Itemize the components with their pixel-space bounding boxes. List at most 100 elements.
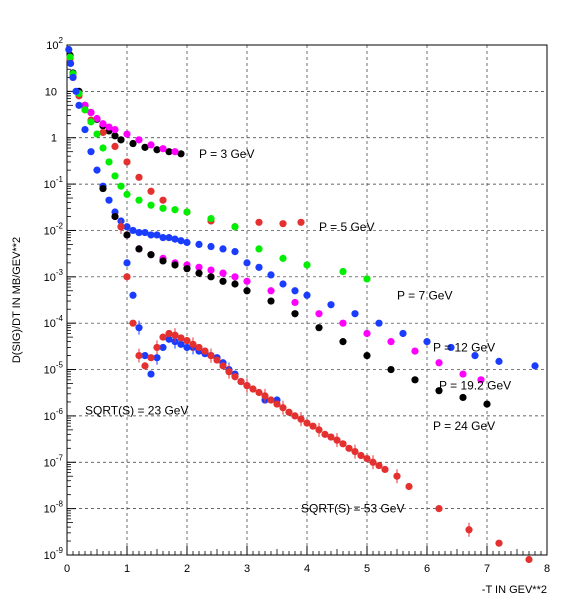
data-point xyxy=(285,408,293,416)
annotation-label: P = 24 GeV xyxy=(433,419,495,433)
data-point xyxy=(405,482,413,491)
data-point xyxy=(111,142,119,151)
data-point xyxy=(315,426,323,434)
annotations: P = 3 GeV P = 5 GeV P = 7 GeV P = 12 GeV P =… xyxy=(85,147,511,516)
x-tick-label: 6 xyxy=(424,563,430,575)
data-point xyxy=(375,319,383,327)
data-point xyxy=(105,123,113,131)
data-point xyxy=(147,201,155,209)
data-point xyxy=(87,148,95,156)
data-point xyxy=(123,158,131,166)
data-point xyxy=(279,254,287,262)
data-point xyxy=(423,338,431,346)
x-tick-label: 1 xyxy=(124,563,130,575)
data-point xyxy=(129,139,137,148)
y-tick-label: 10 xyxy=(45,86,57,98)
data-point xyxy=(67,59,75,68)
x-tick-labels: 0 1 2 3 4 5 6 7 8 xyxy=(64,563,550,575)
data-point xyxy=(231,247,239,256)
data-point xyxy=(375,461,383,470)
data-point xyxy=(273,400,281,408)
data-point xyxy=(303,261,311,269)
data-point xyxy=(357,451,365,460)
data-point xyxy=(141,351,149,360)
series-8 xyxy=(117,219,533,564)
annotation-label: P = 19.2 GeV xyxy=(439,379,511,393)
data-point xyxy=(195,240,203,249)
data-point xyxy=(483,400,491,408)
data-point xyxy=(477,376,485,384)
data-point xyxy=(135,196,143,204)
y-tick-label: 10-4 xyxy=(44,314,64,330)
data-point xyxy=(345,444,353,452)
data-point xyxy=(171,235,179,243)
data-point xyxy=(297,415,305,423)
data-point xyxy=(183,265,191,273)
y-tick-label: 10-2 xyxy=(44,221,64,237)
data-point xyxy=(147,251,155,259)
data-point xyxy=(393,472,401,480)
data-point xyxy=(363,455,371,463)
data-point xyxy=(159,234,167,242)
y-tick-label: 10-5 xyxy=(44,361,64,377)
x-tick-label: 3 xyxy=(244,563,250,575)
data-point xyxy=(171,331,179,339)
data-point xyxy=(69,73,77,82)
data-point xyxy=(381,465,389,474)
data-point xyxy=(219,277,227,285)
data-point xyxy=(99,128,107,137)
data-point xyxy=(147,141,155,149)
data-point xyxy=(243,382,251,390)
data-point xyxy=(207,215,215,223)
y-tick-labels: 102 10 1 10-1 10-2 10-3 10-4 10-5 10-6 10-7 10-8 10… xyxy=(44,36,64,562)
data-point xyxy=(117,182,125,190)
data-point xyxy=(339,267,347,276)
data-point xyxy=(135,245,143,253)
data-point xyxy=(495,539,503,547)
data-point xyxy=(135,173,143,181)
data-point xyxy=(267,271,275,279)
data-point xyxy=(225,368,233,376)
data-point xyxy=(195,263,203,271)
x-tick-label: 4 xyxy=(304,563,310,575)
data-point xyxy=(141,362,149,370)
series-6 xyxy=(99,184,491,408)
data-point xyxy=(243,259,251,267)
data-point xyxy=(93,166,101,174)
data-point xyxy=(165,335,173,343)
data-point xyxy=(351,447,359,456)
data-point xyxy=(117,136,125,144)
data-point xyxy=(219,269,227,277)
data-point xyxy=(111,125,119,134)
data-point xyxy=(435,387,443,395)
data-point xyxy=(105,196,113,204)
x-tick-label: 2 xyxy=(184,563,190,575)
data-point xyxy=(267,396,275,404)
data-point xyxy=(207,266,215,274)
grid xyxy=(67,45,547,555)
data-point xyxy=(159,343,167,352)
data-point xyxy=(159,145,167,153)
x-axis-label: -T IN GEV**2 xyxy=(482,584,547,596)
data-point xyxy=(123,273,131,281)
data-point xyxy=(183,208,191,216)
data-point xyxy=(525,555,533,564)
annotation-label: SQRT(S) = 23 GeV xyxy=(85,404,188,418)
data-point xyxy=(147,231,155,239)
x-tick-label: 8 xyxy=(544,563,550,575)
data-point xyxy=(309,422,317,430)
data-point xyxy=(153,146,161,154)
data-point xyxy=(153,354,161,362)
data-point xyxy=(65,45,73,54)
data-point xyxy=(387,338,395,346)
data-point xyxy=(171,261,179,269)
data-point xyxy=(255,263,263,271)
data-point xyxy=(465,526,473,534)
data-point xyxy=(411,347,419,355)
data-point xyxy=(177,340,185,348)
data-point xyxy=(189,340,197,348)
data-point xyxy=(327,301,335,309)
data-point xyxy=(165,148,173,156)
data-point xyxy=(207,273,215,281)
series-4 xyxy=(65,45,539,370)
